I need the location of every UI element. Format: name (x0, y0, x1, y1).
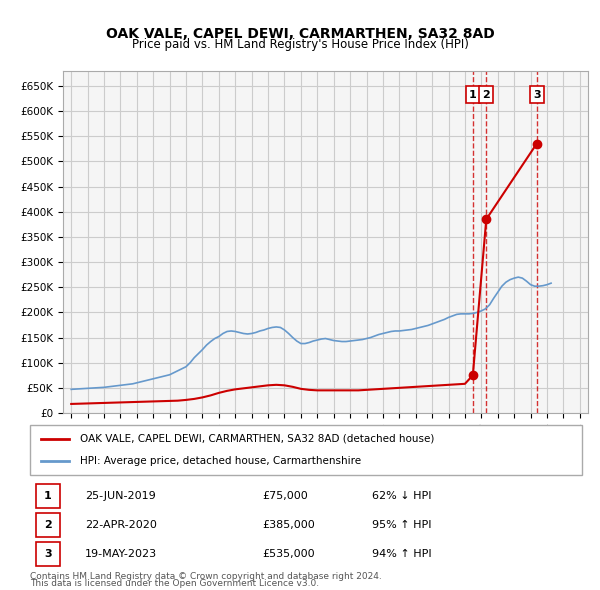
Text: Contains HM Land Registry data © Crown copyright and database right 2024.: Contains HM Land Registry data © Crown c… (30, 572, 382, 581)
FancyBboxPatch shape (30, 425, 582, 475)
Text: 94% ↑ HPI: 94% ↑ HPI (372, 549, 432, 559)
Text: 95% ↑ HPI: 95% ↑ HPI (372, 520, 432, 530)
FancyBboxPatch shape (35, 513, 61, 537)
Text: OAK VALE, CAPEL DEWI, CARMARTHEN, SA32 8AD: OAK VALE, CAPEL DEWI, CARMARTHEN, SA32 8… (106, 27, 494, 41)
Text: 19-MAY-2023: 19-MAY-2023 (85, 549, 157, 559)
Text: This data is licensed under the Open Government Licence v3.0.: This data is licensed under the Open Gov… (30, 579, 319, 588)
Text: £535,000: £535,000 (262, 549, 314, 559)
Text: 22-APR-2020: 22-APR-2020 (85, 520, 157, 530)
Text: 2: 2 (482, 90, 490, 100)
Text: 62% ↓ HPI: 62% ↓ HPI (372, 491, 432, 501)
Text: £385,000: £385,000 (262, 520, 314, 530)
FancyBboxPatch shape (35, 542, 61, 566)
FancyBboxPatch shape (35, 484, 61, 508)
Text: HPI: Average price, detached house, Carmarthenshire: HPI: Average price, detached house, Carm… (80, 456, 361, 466)
Text: 2: 2 (44, 520, 52, 530)
Text: 1: 1 (469, 90, 477, 100)
Text: Price paid vs. HM Land Registry's House Price Index (HPI): Price paid vs. HM Land Registry's House … (131, 38, 469, 51)
Text: 3: 3 (533, 90, 541, 100)
Text: OAK VALE, CAPEL DEWI, CARMARTHEN, SA32 8AD (detached house): OAK VALE, CAPEL DEWI, CARMARTHEN, SA32 8… (80, 434, 434, 444)
Text: 1: 1 (44, 491, 52, 501)
Text: 3: 3 (44, 549, 52, 559)
Text: £75,000: £75,000 (262, 491, 308, 501)
Text: 25-JUN-2019: 25-JUN-2019 (85, 491, 156, 501)
